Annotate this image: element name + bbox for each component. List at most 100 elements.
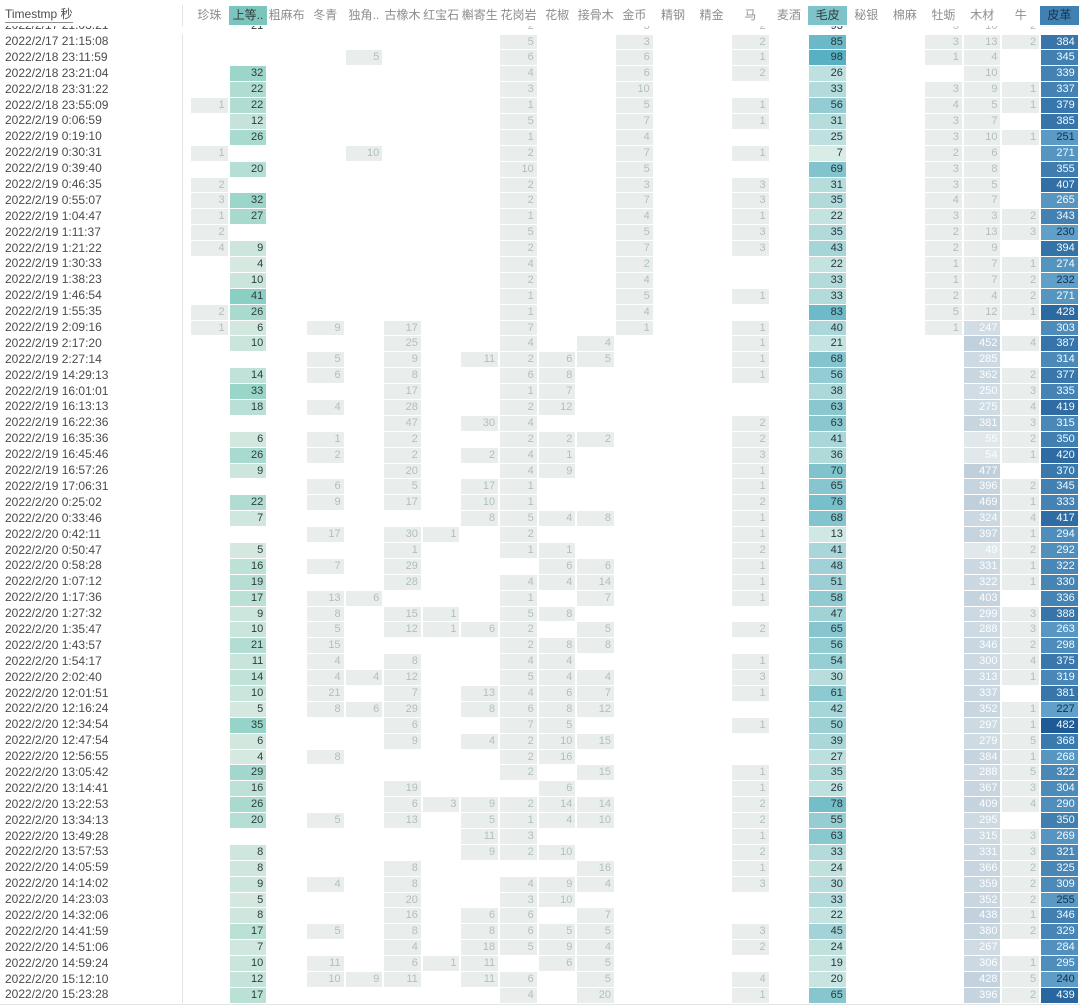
column-header-miyin[interactable]: 秘银: [854, 8, 879, 22]
mark-huajiao[interactable]: 6: [538, 352, 576, 368]
mark-maopi[interactable]: 30: [809, 876, 846, 892]
mark-muli[interactable]: 1: [925, 320, 962, 336]
mark-shangdeng[interactable]: 8: [229, 844, 267, 860]
mark-jiegumu[interactable]: 4: [577, 670, 615, 686]
mark-zhenzhu[interactable]: 1: [191, 209, 228, 225]
mark-jiegumu[interactable]: 5: [577, 352, 615, 368]
mark-ma[interactable]: 3: [731, 876, 769, 892]
mark-mucai[interactable]: 54: [963, 447, 1001, 463]
mark-niu[interactable]: 1: [1002, 908, 1040, 924]
mark-niu[interactable]: 5: [1002, 733, 1040, 749]
mark-maopi[interactable]: 54: [809, 654, 846, 670]
mark-huagangyan[interactable]: 1: [500, 495, 537, 511]
mark-maopi[interactable]: 24: [809, 940, 846, 956]
row-timestamp[interactable]: 2022/2/20 0:58:28: [0, 558, 183, 575]
mark-maopi[interactable]: 20: [809, 972, 846, 987]
mark-huagangyan[interactable]: 2: [500, 797, 537, 813]
mark-jiegumu[interactable]: 15: [577, 765, 615, 781]
row-timestamp[interactable]: 2022/2/19 14:29:13: [0, 367, 183, 384]
mark-ma[interactable]: 1: [731, 558, 769, 574]
mark-ma[interactable]: 1: [731, 463, 769, 479]
mark-guxiangmu[interactable]: 1: [384, 543, 421, 558]
mark-huagangyan[interactable]: 2: [500, 241, 537, 256]
mark-pige[interactable]: 325: [1041, 860, 1078, 876]
mark-mucai[interactable]: 250: [963, 384, 1001, 399]
mark-hujisheng[interactable]: 9: [461, 797, 499, 813]
mark-niu[interactable]: 3: [1002, 606, 1040, 622]
mark-ma[interactable]: 3: [731, 241, 769, 256]
mark-ma[interactable]: 2: [731, 844, 769, 860]
mark-maopi[interactable]: 45: [809, 924, 846, 940]
mark-niu[interactable]: 2: [1002, 34, 1040, 50]
mark-guxiangmu[interactable]: 29: [384, 701, 421, 717]
mark-jiegumu[interactable]: 4: [577, 336, 615, 352]
mark-huagangyan[interactable]: 2: [500, 352, 537, 368]
mark-guxiangmu[interactable]: 2: [384, 431, 421, 447]
mark-huagangyan[interactable]: 2: [500, 145, 537, 161]
mark-maopi[interactable]: 48: [809, 558, 846, 574]
mark-pige[interactable]: 350: [1041, 431, 1078, 447]
mark-mucai[interactable]: 7: [963, 256, 1001, 272]
row-timestamp[interactable]: 2022/2/18 23:55:09: [0, 97, 183, 114]
mark-pige[interactable]: 482: [1041, 717, 1078, 733]
mark-jiegumu[interactable]: 20: [577, 987, 615, 1003]
mark-huagangyan[interactable]: 1: [500, 479, 537, 495]
mark-maopi[interactable]: 42: [809, 701, 846, 717]
mark-pige[interactable]: 343: [1041, 209, 1078, 225]
mark-mucai[interactable]: 315: [963, 829, 1001, 844]
row-timestamp[interactable]: 2022/2/20 1:54:17: [0, 653, 183, 670]
row-timestamp[interactable]: 2022/2/20 13:14:41: [0, 780, 183, 797]
mark-maopi[interactable]: 24: [809, 860, 846, 876]
mark-dujiao[interactable]: 10: [345, 145, 383, 161]
row-timestamp[interactable]: 2022/2/19 2:17:20: [0, 335, 183, 352]
mark-hujisheng[interactable]: 18: [461, 940, 499, 956]
row-timestamp[interactable]: 2022/2/20 12:34:54: [0, 717, 183, 734]
mark-mucai[interactable]: 13: [963, 34, 1001, 50]
row-timestamp[interactable]: 2022/2/19 0:39:40: [0, 161, 183, 178]
mark-shangdeng[interactable]: 29: [229, 765, 267, 781]
mark-ma[interactable]: 1: [731, 765, 769, 781]
mark-hongbaoshi[interactable]: 1: [422, 622, 460, 638]
mark-shangdeng[interactable]: 19: [229, 574, 267, 590]
mark-pige[interactable]: 417: [1041, 511, 1078, 527]
mark-pige[interactable]: 274: [1041, 256, 1078, 272]
mark-guxiangmu[interactable]: 8: [384, 924, 421, 940]
column-header-hujisheng[interactable]: 槲寄生: [461, 8, 498, 22]
mark-maopi[interactable]: 56: [809, 368, 846, 384]
row-timestamp[interactable]: 2022/2/19 1:11:37: [0, 224, 183, 241]
mark-maopi[interactable]: 56: [809, 638, 846, 654]
mark-hujisheng[interactable]: 11: [461, 829, 499, 844]
mark-shangdeng[interactable]: 26: [229, 447, 267, 463]
mark-maopi[interactable]: 33: [809, 82, 846, 98]
mark-pige[interactable]: 336: [1041, 590, 1078, 606]
row-timestamp[interactable]: 2022/2/19 1:46:54: [0, 288, 183, 305]
mark-huagangyan[interactable]: 5: [500, 113, 537, 129]
mark-maopi[interactable]: 65: [809, 987, 846, 1003]
row-timestamp[interactable]: 2022/2/20 14:05:59: [0, 860, 183, 877]
mark-hongbaoshi[interactable]: 1: [422, 527, 460, 542]
mark-huagangyan[interactable]: 6: [500, 924, 537, 940]
row-timestamp[interactable]: 2022/2/19 0:06:59: [0, 113, 183, 130]
column-header-zhenzhu[interactable]: 珍珠: [197, 8, 222, 22]
mark-maopi[interactable]: 41: [809, 431, 846, 447]
mark-huagangyan[interactable]: 2: [500, 765, 537, 781]
mark-huajiao[interactable]: 16: [538, 749, 576, 765]
mark-hujisheng[interactable]: 5: [461, 813, 499, 829]
mark-niu[interactable]: 1: [1002, 956, 1040, 972]
mark-ma[interactable]: 3: [731, 447, 769, 463]
mark-ma[interactable]: 1: [731, 654, 769, 670]
mark-shangdeng[interactable]: 22: [229, 98, 267, 113]
mark-mucai[interactable]: 403: [963, 590, 1001, 606]
row-timestamp[interactable]: 2022/2/20 14:41:59: [0, 923, 183, 940]
mark-ma[interactable]: 2: [731, 431, 769, 447]
mark-mucai[interactable]: 352: [963, 892, 1001, 908]
mark-dongqing[interactable]: 5: [306, 813, 344, 829]
mark-niu[interactable]: 1: [1002, 670, 1040, 686]
row-timestamp[interactable]: 2022/2/20 1:27:32: [0, 606, 183, 622]
mark-mucai[interactable]: 4: [963, 50, 1001, 66]
mark-pige[interactable]: 368: [1041, 733, 1078, 749]
mark-huagangyan[interactable]: 3: [500, 829, 537, 844]
row-timestamp[interactable]: 2022/2/19 1:30:33: [0, 256, 183, 273]
mark-huagangyan[interactable]: 2: [500, 733, 537, 749]
mark-shangdeng[interactable]: 22: [229, 495, 267, 511]
